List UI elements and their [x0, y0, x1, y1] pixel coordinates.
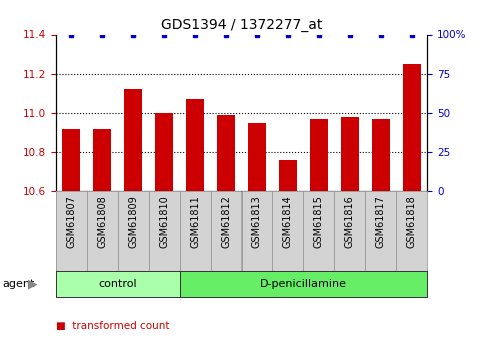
- Text: GSM61812: GSM61812: [221, 195, 231, 248]
- Text: ▶: ▶: [28, 277, 38, 290]
- Text: GSM61818: GSM61818: [407, 195, 417, 248]
- Text: GSM61810: GSM61810: [159, 195, 169, 248]
- Bar: [124, 89, 142, 191]
- Text: GSM61816: GSM61816: [345, 195, 355, 248]
- Text: GSM61811: GSM61811: [190, 195, 200, 248]
- Bar: [248, 123, 266, 191]
- Text: ■  transformed count: ■ transformed count: [56, 321, 169, 331]
- Text: GSM61807: GSM61807: [66, 195, 76, 248]
- Text: GSM61809: GSM61809: [128, 195, 138, 248]
- Text: control: control: [98, 279, 137, 289]
- Bar: [403, 64, 421, 191]
- Bar: [62, 129, 80, 191]
- Bar: [372, 119, 390, 191]
- Text: GSM61817: GSM61817: [376, 195, 386, 248]
- Text: D-penicillamine: D-penicillamine: [260, 279, 347, 289]
- Bar: [186, 99, 204, 191]
- Bar: [310, 119, 328, 191]
- Bar: [155, 113, 173, 191]
- Title: GDS1394 / 1372277_at: GDS1394 / 1372277_at: [161, 18, 322, 32]
- Text: GSM61814: GSM61814: [283, 195, 293, 248]
- Text: GSM61813: GSM61813: [252, 195, 262, 248]
- Bar: [217, 115, 235, 191]
- Bar: [341, 117, 359, 191]
- Text: GSM61815: GSM61815: [314, 195, 324, 248]
- Bar: [279, 160, 297, 191]
- Bar: [93, 129, 112, 191]
- Text: agent: agent: [2, 279, 35, 289]
- Text: GSM61808: GSM61808: [97, 195, 107, 248]
